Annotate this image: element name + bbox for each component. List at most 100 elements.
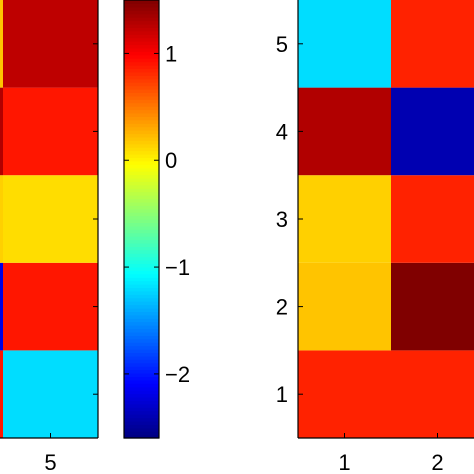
colorbar-swatch — [124, 143, 159, 148]
colorbar-tick-label: −2 — [165, 362, 190, 387]
colorbar-swatch — [124, 95, 159, 100]
colorbar-swatch — [124, 372, 159, 378]
left-heatmap-sliver-cell — [0, 0, 3, 88]
colorbar-swatch — [124, 147, 159, 152]
colorbar-swatch — [124, 431, 159, 436]
colorbar-swatch — [124, 30, 159, 35]
colorbar-swatch — [124, 414, 159, 419]
colorbar-swatch — [124, 85, 159, 90]
colorbar-swatch — [124, 109, 159, 114]
colorbar-swatch — [124, 0, 159, 5]
colorbar-swatch — [124, 256, 159, 261]
colorbar-swatch — [124, 396, 159, 401]
right-heatmap-cell — [298, 175, 391, 263]
colorbar-swatch — [124, 123, 159, 128]
colorbar-swatch — [124, 65, 159, 70]
colorbar-swatch — [124, 263, 159, 268]
colorbar-swatch — [124, 130, 159, 135]
colorbar-swatch — [124, 181, 159, 186]
right-heatmap-cell — [391, 175, 474, 263]
right-heatmap-cell — [298, 87, 391, 176]
left-heatmap: 5 — [0, 0, 99, 474]
colorbar-swatch — [124, 82, 159, 87]
colorbar-swatch — [124, 225, 159, 230]
colorbar-swatch — [124, 195, 159, 200]
colorbar-swatch — [124, 58, 159, 63]
colorbar-swatch — [124, 417, 159, 422]
left-heatmap-cell — [3, 350, 98, 438]
colorbar-swatch — [124, 386, 159, 391]
colorbar-swatch — [124, 136, 159, 141]
colorbar-swatch — [124, 78, 159, 83]
colorbar-swatch — [124, 362, 159, 367]
colorbar-swatch — [124, 47, 159, 52]
right-heatmap-cell — [298, 262, 391, 351]
colorbar-swatch — [124, 20, 159, 25]
right-heatmap-cell — [298, 350, 391, 438]
colorbar-swatch — [124, 355, 159, 360]
colorbar-swatch — [124, 212, 159, 217]
colorbar-swatch — [124, 184, 159, 189]
colorbar-swatch — [124, 349, 159, 354]
right-y-tick-label: 2 — [276, 295, 288, 320]
left-heatmap-sliver-cell — [0, 350, 3, 438]
colorbar-swatch — [124, 160, 159, 165]
colorbar-swatch — [124, 150, 159, 155]
colorbar-swatch — [124, 164, 159, 169]
right-x-tick-label: 2 — [431, 450, 443, 474]
colorbar-swatch — [124, 427, 159, 432]
colorbar-swatch — [124, 393, 159, 398]
colorbar-swatch — [124, 75, 159, 80]
colorbar-tick-label: 0 — [165, 148, 177, 173]
left-heatmap-cell — [3, 175, 98, 263]
colorbar-swatch — [124, 273, 159, 278]
colorbar-swatch — [124, 277, 159, 282]
colorbar-swatch — [124, 331, 159, 336]
right-heatmap-cell — [391, 0, 474, 88]
colorbar-swatch — [124, 41, 159, 46]
colorbar-swatch — [124, 290, 159, 295]
colorbar-swatch — [124, 376, 159, 381]
colorbar-swatch — [124, 51, 159, 56]
colorbar-swatch — [124, 153, 159, 159]
colorbar-swatch — [124, 242, 159, 247]
colorbar-swatch — [124, 205, 159, 210]
colorbar-swatch — [124, 112, 159, 117]
right-heatmap-cell — [298, 0, 391, 88]
colorbar-swatch — [124, 133, 159, 138]
colorbar-swatch — [124, 37, 159, 42]
colorbar-swatch — [124, 61, 159, 66]
colorbar-swatch — [124, 88, 159, 93]
colorbar: 1 0 −1 −2 — [123, 0, 190, 439]
colorbar-swatch — [124, 215, 159, 220]
colorbar-swatch — [124, 379, 159, 384]
colorbar-swatch — [124, 208, 159, 213]
colorbar-swatch — [124, 68, 159, 73]
colorbar-swatch — [124, 71, 159, 76]
colorbar-swatch — [124, 403, 159, 408]
colorbar-swatch — [124, 307, 159, 312]
colorbar-swatch — [124, 314, 159, 319]
right-y-tick-label: 3 — [276, 207, 288, 232]
right-heatmap-cell — [391, 262, 474, 351]
colorbar-tick-label: −1 — [165, 255, 190, 280]
colorbar-swatch — [124, 424, 159, 429]
colorbar-swatch — [124, 246, 159, 251]
colorbar-swatch — [124, 140, 159, 145]
colorbar-swatch — [124, 219, 159, 224]
colorbar-swatch — [124, 222, 159, 227]
colorbar-swatch — [124, 260, 159, 265]
colorbar-swatch — [124, 174, 159, 179]
colorbar-swatch — [124, 294, 159, 299]
colorbar-swatch — [124, 54, 159, 59]
colorbar-swatch — [124, 318, 159, 323]
right-heatmap-cell — [391, 350, 474, 438]
colorbar-swatch — [124, 342, 159, 347]
colorbar-swatch — [124, 270, 159, 275]
colorbar-swatch — [124, 116, 159, 121]
left-heatmap-cell — [3, 87, 98, 176]
colorbar-swatch — [124, 400, 159, 405]
colorbar-swatch — [124, 297, 159, 302]
colorbar-swatch — [124, 369, 159, 374]
colorbar-swatch — [124, 99, 159, 104]
